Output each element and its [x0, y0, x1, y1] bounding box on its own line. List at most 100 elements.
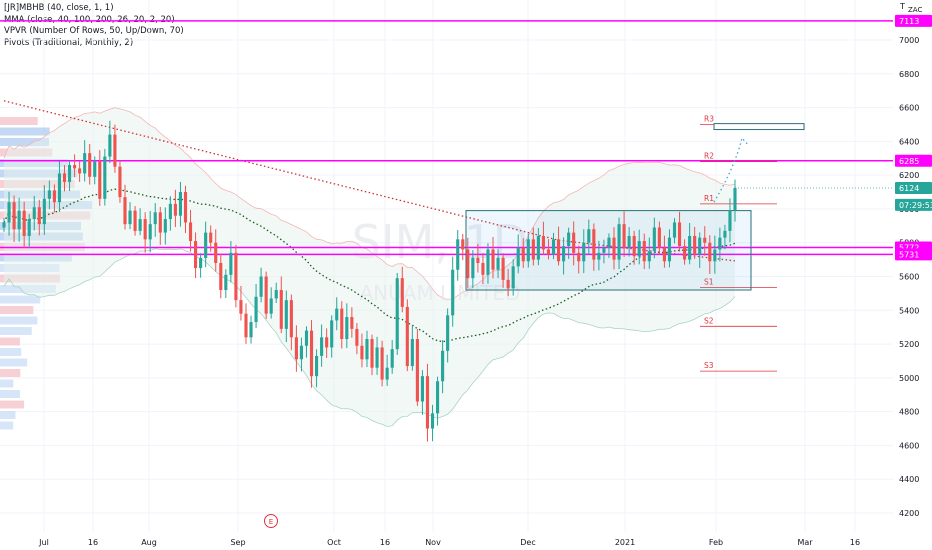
- candle-body: [62, 173, 67, 182]
- candle-body: [32, 207, 36, 220]
- candle-body: [355, 328, 359, 346]
- price-tick-label: 6200: [899, 171, 919, 180]
- candle-body: [93, 161, 97, 177]
- candle-body: [17, 210, 21, 230]
- volume-profile-bar: [0, 379, 14, 388]
- candle-body: [425, 376, 430, 429]
- projection-path: [713, 136, 749, 203]
- candle-body: [723, 230, 727, 238]
- price-tick-label: 5000: [899, 374, 919, 383]
- price-badge-label: 5731: [899, 250, 919, 259]
- candle-body: [501, 257, 505, 280]
- price-badge: [895, 181, 932, 194]
- candle-body: [163, 219, 167, 233]
- candle-body: [541, 235, 545, 250]
- candle-body: [249, 322, 253, 338]
- candle-body: [345, 317, 349, 340]
- time-tick-label: Oct: [327, 538, 341, 547]
- price-axis[interactable]: 7000680066006400620060005800560054005200…: [899, 36, 919, 518]
- candle-body: [471, 257, 475, 279]
- candle-body: [27, 219, 31, 236]
- candle-body: [375, 347, 379, 368]
- band-upper: [3, 107, 736, 301]
- candle-body: [567, 232, 571, 247]
- candle-body: [204, 232, 208, 258]
- time-tick-label: Aug: [141, 538, 157, 547]
- candle-body: [350, 317, 354, 329]
- time-tick-label: Nov: [425, 538, 441, 547]
- time-tick-label: 16: [380, 538, 390, 547]
- candle-body: [234, 252, 238, 301]
- volume-profile-bar: [0, 369, 21, 377]
- candle-body: [718, 237, 722, 250]
- candle-body: [612, 237, 616, 260]
- pivot-label: S2: [704, 316, 714, 325]
- candle-body: [622, 224, 626, 248]
- candle-body: [299, 345, 304, 360]
- candle-body: [304, 330, 309, 346]
- candle-body: [677, 222, 682, 247]
- candle-body: [516, 247, 520, 267]
- bollinger-bands: [3, 107, 736, 427]
- candle-body: [531, 239, 535, 260]
- band-fill: [4, 107, 735, 427]
- candle-body: [693, 235, 697, 255]
- legend-indicator-2[interactable]: MMA (close, 40, 100, 200, 26, 20, 2, 20): [4, 14, 175, 25]
- candle-body: [476, 257, 480, 263]
- candle-body: [617, 224, 621, 260]
- event-marker-label: E: [269, 518, 273, 526]
- candle-body: [178, 192, 183, 216]
- candle-body: [481, 262, 485, 275]
- candle-body: [511, 266, 515, 289]
- candle-body: [703, 237, 707, 243]
- candle-body: [153, 212, 157, 225]
- price-tick-label: 4400: [899, 475, 919, 484]
- price-badge: [895, 14, 932, 27]
- candle-body: [98, 161, 102, 199]
- candle-body: [415, 339, 419, 402]
- candle-body: [67, 165, 72, 182]
- indicator-legend: [JR]MBHB (40, close, 1, 1) MMA (close, 4…: [4, 3, 184, 49]
- candle-body: [400, 278, 404, 307]
- candle-body: [451, 269, 455, 316]
- legend-indicator-3[interactable]: VPVR (Number Of Rows, 50, Up/Down, 70): [4, 26, 184, 36]
- candle-body: [113, 134, 117, 167]
- candle-body: [12, 202, 16, 230]
- candle-body: [315, 355, 319, 377]
- candle-body: [2, 222, 6, 228]
- candle-body: [335, 308, 339, 321]
- candle-body: [582, 242, 586, 262]
- band-lower: [3, 248, 736, 427]
- watermark-company: ANUAM LIMITED: [359, 281, 520, 305]
- candle-body: [430, 413, 435, 429]
- candle-body: [592, 229, 596, 260]
- candle-body: [57, 173, 62, 203]
- candle-body: [7, 202, 11, 223]
- candle-body: [148, 224, 152, 240]
- legend-indicator-1[interactable]: [JR]MBHB (40, close, 1, 1): [4, 3, 114, 13]
- time-tick-label: Feb: [709, 538, 723, 547]
- volume-profile-bar: [0, 411, 16, 419]
- price-badge-label: 7113: [899, 17, 919, 26]
- price-badge-label: 07:29:53: [899, 201, 932, 210]
- price-tick-label: 4600: [899, 441, 919, 450]
- volume-profile-bar: [0, 358, 28, 367]
- candle-body: [496, 257, 500, 270]
- candle-body: [637, 241, 641, 257]
- candle-body: [188, 222, 193, 242]
- candle-body: [461, 239, 465, 250]
- candle-body: [309, 330, 314, 377]
- candle-body: [652, 227, 656, 252]
- earnings-event-marker[interactable]: [264, 514, 278, 528]
- horizontal-lines[interactable]: [0, 20, 893, 256]
- price-tick-label: 5600: [899, 273, 919, 282]
- candle-body: [219, 262, 223, 291]
- candle-body: [572, 232, 576, 253]
- currency-label[interactable]: ZAC: [908, 6, 922, 14]
- candle-body: [632, 235, 636, 257]
- time-tick-label: 16: [850, 538, 860, 547]
- time-axis[interactable]: Jul 16 Aug Sep Oct 16 Nov Dec 2021 Feb Mar 16: [38, 538, 860, 547]
- legend-indicator-4[interactable]: Pivots (Traditional, Monthly, 2): [4, 37, 134, 48]
